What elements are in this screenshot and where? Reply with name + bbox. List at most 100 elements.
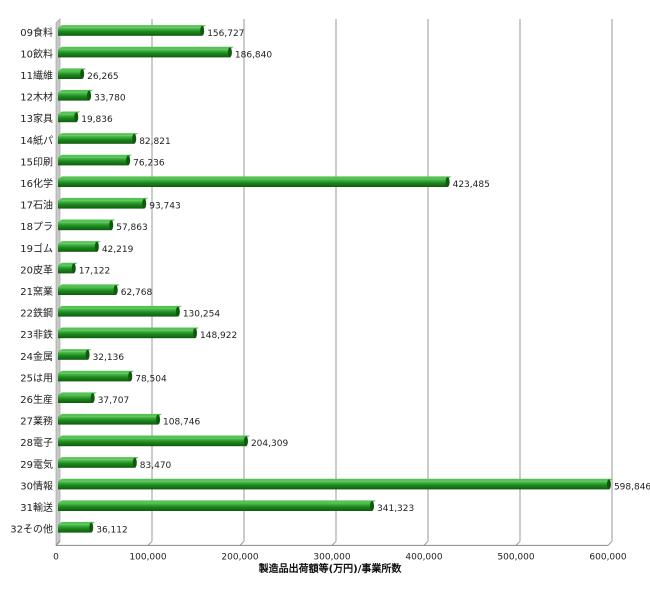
axes [55, 18, 608, 547]
bar [58, 265, 74, 274]
category-label: 25は用 [20, 372, 53, 384]
bar-cap [175, 306, 180, 317]
bar [58, 200, 145, 209]
value-label: 78,504 [135, 374, 167, 384]
bar [58, 524, 92, 533]
value-label: 598,846 [614, 482, 650, 492]
bar-cap [200, 25, 205, 36]
bar-top [58, 176, 452, 179]
value-label: 108,746 [163, 418, 200, 428]
bar-cap [126, 155, 131, 166]
bar-cap [71, 263, 76, 274]
gridline-floor [147, 541, 153, 546]
bar-top [58, 241, 101, 244]
bar-cap [193, 328, 198, 339]
bar-cap [113, 285, 118, 295]
labels: 0 100,000 200,000 300,000 400,000 500,000 600,… [10, 26, 650, 563]
bar [58, 351, 88, 360]
category-label: 21窯業 [20, 285, 53, 298]
bar-cap [606, 479, 611, 490]
value-label: 37,707 [98, 396, 129, 406]
value-label: 62,768 [121, 288, 153, 298]
bar [58, 438, 246, 447]
bar [58, 135, 135, 144]
value-label: 83,470 [140, 461, 172, 471]
category-label: 09食料 [20, 26, 53, 39]
bar [58, 243, 97, 252]
x-axis-title: 製造品出荷額等(万円)/事業所数 [258, 562, 403, 575]
value-label: 33,780 [94, 94, 126, 104]
bar-cap [156, 414, 161, 425]
x-tick-label: 300,000 [313, 552, 350, 562]
bar-cap [243, 436, 248, 447]
category-label: 22鉄鋼 [20, 307, 53, 320]
bar [58, 71, 83, 79]
category-label: 17石油 [20, 199, 53, 212]
bar-cap [89, 522, 94, 533]
value-label: 32,136 [93, 353, 125, 363]
x-tick-label: 200,000 [221, 552, 258, 562]
bar [58, 179, 448, 187]
bar-cap [94, 241, 99, 252]
value-label: 423,485 [453, 180, 490, 190]
bar [58, 92, 90, 101]
bar-cap [132, 133, 137, 144]
bar [58, 459, 135, 468]
bar-cap [80, 69, 85, 79]
bar [58, 330, 196, 339]
bar [58, 416, 159, 425]
bar-top [58, 89, 94, 93]
bar-top [58, 111, 81, 115]
bar-top [58, 154, 133, 158]
category-label: 27業務 [20, 415, 53, 428]
bar-top [58, 133, 139, 136]
bar-top [58, 370, 135, 374]
value-label: 130,254 [183, 310, 220, 320]
bar-cap [445, 177, 450, 187]
value-label: 82,821 [139, 137, 171, 147]
floor-edge [55, 541, 61, 546]
bar-cap [85, 349, 90, 360]
bar-top [58, 392, 97, 395]
value-label: 341,323 [377, 504, 414, 514]
bar-cap [87, 90, 92, 101]
category-label: 20皮革 [20, 263, 53, 276]
value-label: 204,309 [251, 439, 288, 449]
category-label: 15印刷 [20, 156, 53, 168]
value-label: 19,836 [81, 115, 113, 125]
category-label: 19ゴム [20, 242, 53, 255]
bar-cap [90, 393, 95, 403]
bar [58, 114, 77, 123]
bar-cap [128, 371, 133, 382]
bar-cap [142, 198, 147, 209]
value-label: 36,112 [96, 526, 128, 536]
category-label: 24金属 [20, 350, 53, 363]
bar-top [58, 219, 116, 223]
bar-cap [109, 220, 114, 231]
value-label: 17,122 [79, 266, 111, 276]
bar-top [58, 284, 120, 287]
bar-top [58, 327, 200, 331]
bar [58, 395, 93, 403]
value-label: 148,922 [200, 331, 237, 341]
bar-top [58, 500, 377, 503]
bar-top [58, 305, 182, 309]
bar-top [58, 478, 613, 482]
bar-top [58, 435, 250, 439]
value-label: 57,863 [116, 223, 148, 233]
category-label: 31輸送 [20, 501, 53, 514]
bars [58, 25, 613, 533]
bar [58, 373, 131, 382]
bar [58, 157, 129, 166]
category-label: 18プラ [20, 221, 53, 233]
category-label: 16化学 [20, 177, 53, 190]
bar [58, 222, 112, 231]
value-label: 93,743 [149, 202, 181, 212]
category-label: 13家具 [20, 112, 53, 125]
value-label: 76,236 [133, 158, 165, 168]
gridline-floor [423, 541, 429, 546]
bar [58, 27, 203, 36]
bar-top [58, 413, 163, 417]
category-label: 29電気 [20, 458, 53, 471]
